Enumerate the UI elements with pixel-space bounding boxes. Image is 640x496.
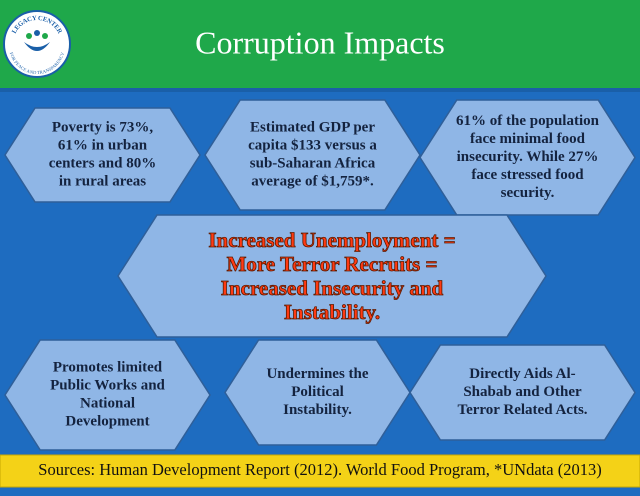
node-text: Instability. <box>283 402 352 418</box>
logo-arc <box>24 42 50 51</box>
logo: LEGACY CENTER FOR PEACE AND TRANSPARENCY <box>3 10 71 78</box>
hexagon <box>4 107 201 203</box>
node-text: in rural areas <box>59 173 146 189</box>
node-text: security. <box>501 185 555 201</box>
hexagon <box>204 99 421 211</box>
node-text: centers and 80% <box>49 155 157 171</box>
center-text: Increased Unemployment = <box>208 228 455 252</box>
center-text: More Terror Recruits = <box>227 252 438 276</box>
node-text: sub-Saharan Africa <box>250 155 376 171</box>
logo-figure <box>34 30 40 36</box>
logo-figure <box>26 33 32 39</box>
node-text: Development <box>65 413 149 429</box>
node-text: capita $133 versus a <box>248 137 377 153</box>
node-text: Shabab and Other <box>463 384 582 400</box>
hexagon <box>4 339 211 451</box>
node-text: face stressed food <box>471 167 584 183</box>
hexagon <box>117 214 547 338</box>
node-text: average of $1,759*. <box>251 173 374 189</box>
header-bar <box>0 0 640 88</box>
node-text: Public Works and <box>50 377 165 393</box>
node-text: Poverty is 73%, <box>52 119 153 135</box>
hexagon <box>224 339 411 446</box>
node-text: face minimal food <box>470 131 586 147</box>
hexagons: Poverty is 73%, 61% in urban centers and 8… <box>4 99 636 451</box>
node-text: 61% in urban <box>58 137 148 153</box>
hexagon <box>409 344 636 441</box>
node-text: Terror Related Acts. <box>457 402 587 418</box>
hexagon <box>419 99 636 216</box>
node-text: Promotes limited <box>53 359 163 375</box>
node-text: National <box>80 395 135 411</box>
title: Corruption Impacts <box>195 24 445 60</box>
logo-circle <box>3 10 71 78</box>
node-text: Undermines the <box>266 366 368 382</box>
center-text: Increased Insecurity and <box>221 276 444 300</box>
node-text: Directly Aids Al- <box>469 366 575 382</box>
sources-bar <box>0 454 640 488</box>
sources: Sources: Human Development Report (2012)… <box>38 460 601 479</box>
node-text: Political <box>291 384 344 400</box>
node-text: insecurity. While 27% <box>457 149 599 165</box>
logo-figure <box>42 33 48 39</box>
node-text: Estimated GDP per <box>250 119 375 135</box>
center-text: Instability. <box>284 300 380 324</box>
node-text: 61% of the population <box>456 113 600 129</box>
header-rule <box>0 88 640 92</box>
